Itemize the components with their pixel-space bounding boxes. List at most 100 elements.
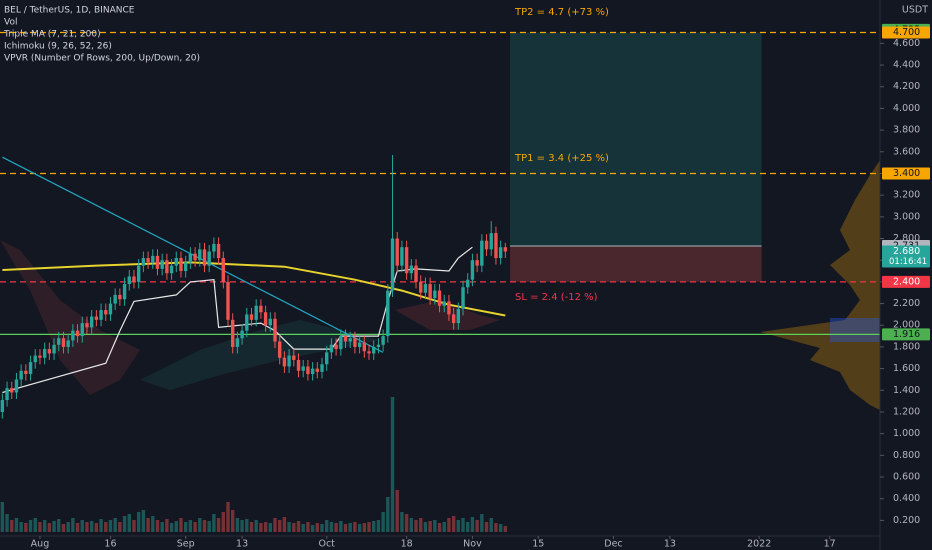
volume-bar [122, 516, 127, 532]
volume-bar [108, 520, 113, 532]
target-zone [510, 32, 762, 246]
volume-bar [320, 524, 324, 532]
y-tick-label: 0.600 [893, 472, 920, 483]
x-tick-label: Oct [318, 539, 335, 550]
candle-body [188, 253, 193, 263]
decor [0, 160, 880, 410]
candle-body [230, 319, 235, 347]
price-label-text: 2.680 [893, 246, 920, 257]
volume-bar [381, 512, 385, 532]
volume-bar [38, 522, 42, 532]
volume-bar [372, 521, 376, 532]
candle-body [132, 276, 136, 282]
volume-bar [357, 524, 362, 532]
candle-body [183, 262, 188, 272]
candle-body [480, 240, 484, 266]
volume-bar [423, 522, 428, 532]
volume-bar [47, 523, 52, 532]
candle-body [339, 336, 343, 350]
volume-bar [456, 520, 461, 532]
candle-body [19, 370, 23, 380]
candle-body [423, 284, 428, 293]
candle-body [362, 342, 367, 352]
volume-bar [386, 497, 390, 532]
candle-body [268, 318, 272, 326]
volume-bar [61, 524, 66, 532]
candle-body [395, 238, 399, 266]
candle-body [433, 290, 437, 299]
x-tick-label: 16 [104, 539, 116, 550]
candle-body [155, 255, 160, 269]
volume-bar [127, 514, 131, 532]
plot [0, 31, 880, 532]
candle-body [348, 338, 352, 342]
currency: USDT [902, 5, 928, 16]
y-tick-label: 1.600 [893, 363, 920, 374]
candle-body [226, 281, 230, 320]
volume-bar [221, 512, 225, 532]
volume-bar [5, 514, 9, 532]
candle-body [259, 305, 263, 313]
candle-body [475, 260, 479, 266]
volume-bar [419, 518, 423, 532]
volume-bar [292, 523, 296, 532]
candle-body [273, 318, 277, 342]
volume-bar [447, 518, 451, 532]
candle-body [390, 238, 395, 291]
candle-body [353, 338, 357, 347]
cloud [0, 240, 140, 395]
candle-body [334, 344, 338, 350]
legend-item: VPVR (Number Of Rows, 200, Up/Down, 20) [4, 54, 200, 64]
candle-body [414, 265, 418, 282]
volume-bar [254, 520, 258, 532]
price-label-text: 1.916 [893, 329, 920, 340]
volume-bar [151, 516, 155, 532]
volume-bar [14, 518, 19, 532]
volume-bar [301, 524, 305, 532]
price-label [882, 275, 930, 288]
legend-item: Vol [4, 18, 17, 28]
x-tick-label: 2022 [747, 539, 771, 550]
candle-body [296, 359, 301, 371]
candle-body [108, 303, 113, 315]
candle-body [249, 314, 254, 320]
x-tick-label: 17 [824, 539, 836, 550]
volume-bar [188, 520, 193, 532]
countdown: 01:16:41 [889, 257, 927, 267]
candle-body [151, 255, 155, 263]
candle-body [28, 362, 33, 375]
candle-body [372, 346, 376, 354]
price-label [882, 26, 930, 39]
volume-bar [89, 521, 94, 532]
y-tick-label: 2.000 [893, 320, 920, 331]
candle-body [202, 249, 207, 266]
volume-bar [484, 522, 489, 532]
volume-bar [160, 522, 164, 532]
candle-body [235, 338, 240, 347]
price-label-text: 4.700 [893, 27, 920, 38]
candle-body [52, 344, 56, 354]
candle-body [136, 265, 141, 282]
price-label-text: 3.400 [893, 168, 920, 179]
x-tick-label: Dec [604, 539, 622, 550]
volume-bar [498, 524, 503, 532]
volume-bar [442, 522, 446, 532]
volume-bar [146, 518, 150, 532]
candle-body [292, 355, 296, 360]
volume-bar [104, 522, 108, 532]
volume-bar [85, 522, 89, 532]
volume-bar [475, 520, 479, 532]
x-tick-label: Aug [31, 539, 50, 550]
volume-bar [287, 522, 291, 532]
candle-body [240, 330, 244, 339]
y-tick-label: 0.400 [893, 493, 920, 504]
candle-body [357, 342, 362, 347]
candle-body [57, 338, 61, 345]
x-tick-label: 15 [532, 539, 544, 550]
candle-body [306, 366, 310, 375]
volume-bar [183, 522, 188, 532]
volume-bar [310, 525, 315, 532]
annotation: SL = 2.4 (-12 %) [515, 292, 598, 303]
